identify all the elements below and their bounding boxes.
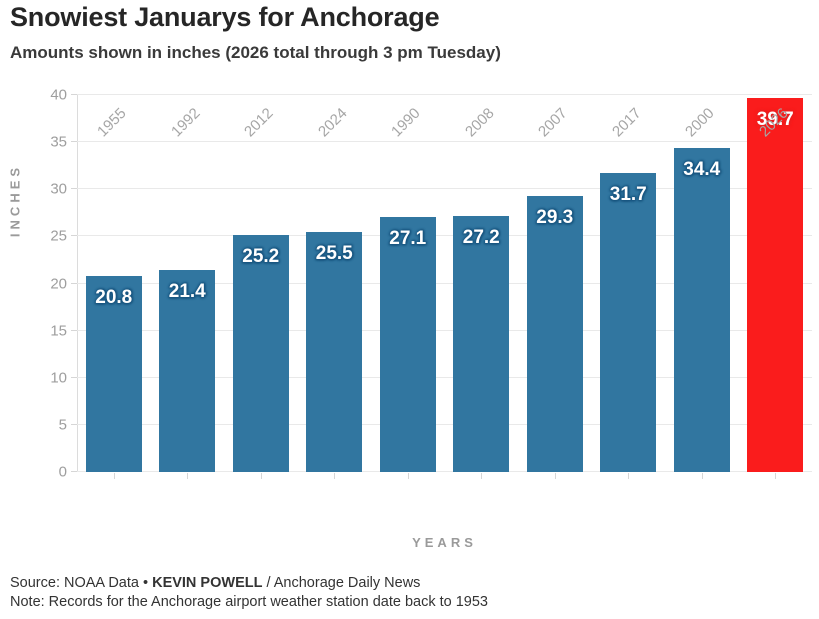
bar: 29.3 — [526, 195, 583, 472]
y-tick-mark — [71, 235, 77, 237]
source-author: KEVIN POWELL — [152, 575, 263, 591]
y-axis-tick-label: 40 — [50, 86, 67, 104]
bar-band: 25.5 2024 — [298, 95, 372, 479]
x-tick-mark — [775, 473, 777, 479]
bar-value-label: 27.2 — [462, 226, 500, 248]
y-tick-mark — [71, 94, 77, 95]
bar-value-label: 29.3 — [536, 206, 574, 228]
note-line: Note: Records for the Anchorage airport … — [10, 594, 488, 610]
y-tick-mark — [71, 329, 77, 331]
bar-value-label: 25.2 — [242, 245, 280, 267]
y-axis-tick-label: 15 — [50, 322, 67, 340]
gridline — [77, 376, 812, 378]
y-axis-tick-label: 35 — [50, 133, 67, 151]
bar-value-label: 25.5 — [315, 242, 353, 264]
source-suffix: / Anchorage Daily News — [262, 575, 421, 591]
bar-band: 27.2 2008 — [445, 95, 519, 479]
chart-title: Snowiest Januarys for Anchorage — [10, 2, 440, 32]
bar: 21.4 — [159, 270, 216, 472]
y-tick-mark — [71, 188, 77, 190]
bar-band: 20.8 1955 — [77, 95, 151, 479]
bar-highlighted: 39.7 — [747, 97, 804, 472]
x-tick-mark — [260, 473, 262, 479]
bar: 27.2 — [453, 215, 510, 472]
x-axis-tick-label: 2000 — [682, 104, 719, 141]
bar: 31.7 — [600, 173, 657, 472]
x-axis-tick-label: 1992 — [167, 104, 204, 141]
bar-value-label: 34.4 — [683, 158, 721, 180]
gridline — [77, 471, 812, 472]
x-axis-tick-label: 2024 — [314, 104, 351, 141]
y-axis-tick-label: 20 — [50, 275, 67, 292]
gridline — [77, 94, 812, 95]
x-axis-tick-label: 2017 — [608, 104, 645, 141]
bar-value-label: 20.8 — [95, 286, 133, 308]
y-tick-mark — [71, 282, 77, 284]
x-tick-mark — [481, 473, 483, 479]
bar-band: 29.3 2007 — [518, 95, 592, 479]
bar: 34.4 — [673, 147, 730, 472]
y-tick-mark — [71, 141, 77, 143]
bar: 27.1 — [379, 216, 436, 472]
bar-band: 34.4 2000 — [665, 95, 739, 479]
x-tick-mark — [113, 473, 115, 479]
plot-area: 0 5 10 15 20 25 30 35 40 20.8 1955 21.4 1992 25.2 201… — [8, 87, 813, 550]
x-axis-title: YEARS — [412, 535, 477, 550]
gridline — [77, 423, 812, 425]
x-tick-mark — [701, 473, 703, 479]
y-tick-mark — [71, 376, 77, 378]
x-tick-mark — [187, 473, 189, 479]
bar: 20.8 — [85, 275, 142, 472]
y-tick-mark — [71, 471, 77, 472]
x-axis-tick-label: 2007 — [535, 104, 572, 141]
y-axis-tick-label: 0 — [58, 463, 67, 481]
gridline — [77, 282, 812, 284]
gridline — [77, 188, 812, 190]
chart-subtitle: Amounts shown in inches (2026 total thro… — [10, 43, 501, 62]
y-axis-tick-label: 5 — [58, 416, 67, 434]
bar-band: 31.7 2017 — [592, 95, 666, 479]
y-axis-tick-label: 25 — [50, 227, 67, 245]
bar-value-label: 27.1 — [389, 227, 427, 249]
bar: 25.2 — [232, 234, 289, 472]
x-tick-mark — [407, 473, 409, 479]
x-tick-mark — [628, 473, 630, 479]
gridline — [77, 329, 812, 331]
bar: 25.5 — [306, 231, 363, 472]
chart-footer: Source: NOAA Data • KEVIN POWELL / Ancho… — [10, 574, 488, 612]
x-axis-tick-label: 2008 — [461, 104, 498, 141]
source-line: Source: NOAA Data • KEVIN POWELL / Ancho… — [10, 574, 488, 593]
bar-band: 39.7 2026 — [739, 95, 813, 479]
x-axis-tick-label: 2012 — [241, 104, 278, 141]
y-axis-line — [77, 95, 78, 472]
source-prefix: Source: NOAA Data • — [10, 575, 153, 591]
bars-layer: 20.8 1955 21.4 1992 25.2 2012 25.5 2024 27.1 1990… — [77, 95, 813, 479]
x-axis-tick-label: 1990 — [388, 104, 425, 141]
gridline — [77, 141, 812, 143]
y-axis-title: INCHES — [7, 163, 23, 238]
y-axis-tick-label: 30 — [50, 180, 67, 198]
gridline — [77, 235, 812, 237]
bar-band: 25.2 2012 — [224, 95, 298, 479]
bar-value-label: 39.7 — [756, 108, 794, 130]
x-tick-mark — [334, 473, 336, 479]
bar-band: 27.1 1990 — [371, 95, 445, 479]
y-tick-mark — [71, 423, 77, 425]
bar-value-label: 21.4 — [168, 281, 206, 303]
bar-value-label: 31.7 — [609, 184, 647, 206]
y-axis-tick-label: 10 — [50, 369, 67, 387]
x-axis-tick-label: 1955 — [94, 104, 131, 141]
x-tick-mark — [554, 473, 556, 479]
bar-band: 21.4 1992 — [151, 95, 225, 479]
